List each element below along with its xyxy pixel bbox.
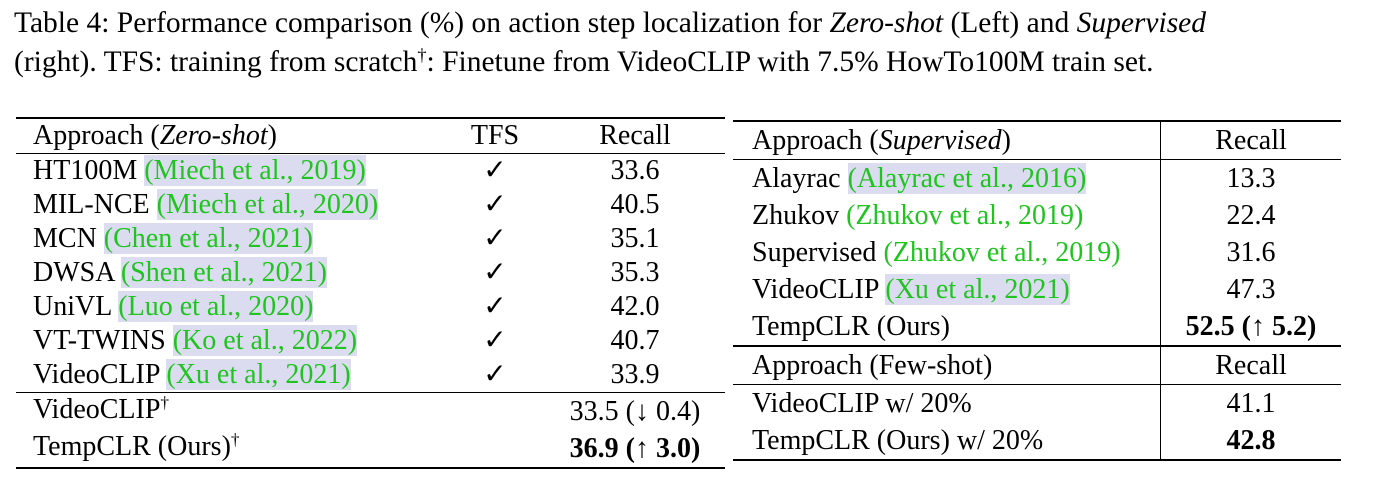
recall-value: 40.7 xyxy=(610,325,660,356)
recall-value: 40.5 xyxy=(610,189,660,220)
checkmark-icon: ✓ xyxy=(483,155,507,186)
checkmark-icon: ✓ xyxy=(483,257,507,288)
table-row: DWSA (Shen et al., 2021) ✓ 35.3 xyxy=(16,256,725,290)
citation-link[interactable]: (Zhukov et al., 2019) xyxy=(883,237,1121,268)
checkmark-icon: ✓ xyxy=(483,189,507,220)
table-header-row: Approach (Zero-shot) TFS Recall xyxy=(16,117,725,154)
table-row: MIL-NCE (Miech et al., 2020) ✓ 40.5 xyxy=(16,188,725,222)
method-name: MCN xyxy=(33,223,97,254)
method-name: VideoCLIP xyxy=(33,359,160,390)
method-name: VideoCLIP xyxy=(752,274,879,305)
recall-value: 22.4 xyxy=(1226,200,1276,231)
recall-value: 33.9 xyxy=(610,359,660,390)
method-name: HT100M xyxy=(33,155,138,186)
recall-header: Recall xyxy=(1160,120,1341,160)
checkmark-icon: ✓ xyxy=(483,325,507,356)
table-caption: Table 4: Performance comparison (%) on a… xyxy=(14,4,1364,85)
citation-link[interactable]: (Luo et al., 2020) xyxy=(118,291,314,322)
citation-link[interactable]: (Chen et al., 2021) xyxy=(103,223,313,254)
table-header-row: Approach (Few-shot) Recall xyxy=(733,345,1341,385)
recall-value: 42.0 xyxy=(610,291,660,322)
checkmark-icon: ✓ xyxy=(483,359,507,390)
approach-header: Approach (Supervised) xyxy=(733,120,1161,160)
recall-value: 35.1 xyxy=(610,223,660,254)
checkmark-icon: ✓ xyxy=(483,223,507,254)
recall-value: 47.3 xyxy=(1226,274,1276,305)
citation-link[interactable]: (Xu et al., 2021) xyxy=(885,274,1070,305)
approach-header: Approach (Zero-shot) xyxy=(16,117,445,154)
recall-value: 41.1 xyxy=(1226,388,1276,419)
citation-link[interactable]: (Miech et al., 2019) xyxy=(144,155,366,186)
approach-header: Approach (Few-shot) xyxy=(733,345,1161,385)
caption-line-2: (right). TFS: training from scratch†: Fi… xyxy=(14,44,1154,78)
table-header-row: Approach (Supervised) Recall xyxy=(733,120,1341,160)
method-name: DWSA xyxy=(33,257,114,288)
table-row: HT100M (Miech et al., 2019) ✓ 33.6 xyxy=(16,154,725,189)
method-name: VT-TWINS xyxy=(33,325,166,356)
checkmark-icon: ✓ xyxy=(483,291,507,322)
method-name: Alayrac xyxy=(752,163,841,194)
recall-value: 31.6 xyxy=(1226,237,1276,268)
recall-value: 33.5 (↓ 0.4) xyxy=(545,392,725,430)
citation-link[interactable]: (Shen et al., 2021) xyxy=(120,257,327,288)
method-name: Supervised xyxy=(752,237,877,268)
recall-value-best: 36.9 (↑ 3.0) xyxy=(545,430,725,469)
citation-link[interactable]: (Xu et al., 2021) xyxy=(166,359,351,390)
table-row: VideoCLIP (Xu et al., 2021) 47.3 xyxy=(733,271,1341,308)
citation-link[interactable]: (Zhukov et al., 2019) xyxy=(846,200,1084,231)
citation-link[interactable]: (Ko et al., 2022) xyxy=(172,325,358,356)
table-row: Zhukov (Zhukov et al., 2019) 22.4 xyxy=(733,197,1341,234)
method-name: VideoCLIP xyxy=(33,394,161,425)
table-row: TempCLR (Ours) w/ 20% 42.8 xyxy=(733,422,1341,461)
recall-value: 13.3 xyxy=(1226,163,1276,194)
tfs-header: TFS xyxy=(445,117,545,154)
method-name: TempCLR (Ours) xyxy=(733,308,1161,346)
dagger-mark: † xyxy=(160,393,170,413)
zero-shot-table: Approach (Zero-shot) TFS Recall HT100M (… xyxy=(16,117,725,469)
table-row: Alayrac (Alayrac et al., 2016) 13.3 xyxy=(733,159,1341,197)
recall-header: Recall xyxy=(545,117,725,154)
table-row: VT-TWINS (Ko et al., 2022) ✓ 40.7 xyxy=(16,324,725,358)
table-row: MCN (Chen et al., 2021) ✓ 35.1 xyxy=(16,222,725,256)
table-row: VideoCLIP w/ 20% 41.1 xyxy=(733,384,1341,422)
table-row: Supervised (Zhukov et al., 2019) 31.6 xyxy=(733,234,1341,271)
method-name: Zhukov xyxy=(752,200,840,231)
table-row: VideoCLIP (Xu et al., 2021) ✓ 33.9 xyxy=(16,358,725,393)
caption-line-1: Table 4: Performance comparison (%) on a… xyxy=(14,7,1207,39)
method-name: TempCLR (Ours) w/ 20% xyxy=(733,422,1161,461)
method-name: VideoCLIP w/ 20% xyxy=(733,384,1161,422)
citation-link[interactable]: (Alayrac et al., 2016) xyxy=(847,163,1087,194)
citation-link[interactable]: (Miech et al., 2020) xyxy=(156,189,379,220)
supervised-table: Approach (Supervised) Recall Alayrac (Al… xyxy=(733,120,1341,461)
recall-value-best: 42.8 xyxy=(1160,422,1341,461)
method-name: TempCLR (Ours) xyxy=(33,431,231,462)
method-name: MIL-NCE xyxy=(33,189,150,220)
recall-header: Recall xyxy=(1160,345,1341,385)
table-row: VideoCLIP† 33.5 (↓ 0.4) xyxy=(16,392,725,430)
table-row: TempCLR (Ours) 52.5 (↑ 5.2) xyxy=(733,308,1341,346)
table-row: TempCLR (Ours)† 36.9 (↑ 3.0) xyxy=(16,430,725,469)
recall-value-best: 52.5 (↑ 5.2) xyxy=(1185,311,1317,342)
dagger-mark: † xyxy=(230,430,240,450)
table-row: UniVL (Luo et al., 2020) ✓ 42.0 xyxy=(16,290,725,324)
recall-value: 35.3 xyxy=(610,257,660,288)
recall-value: 33.6 xyxy=(610,155,660,186)
method-name: UniVL xyxy=(33,291,112,322)
